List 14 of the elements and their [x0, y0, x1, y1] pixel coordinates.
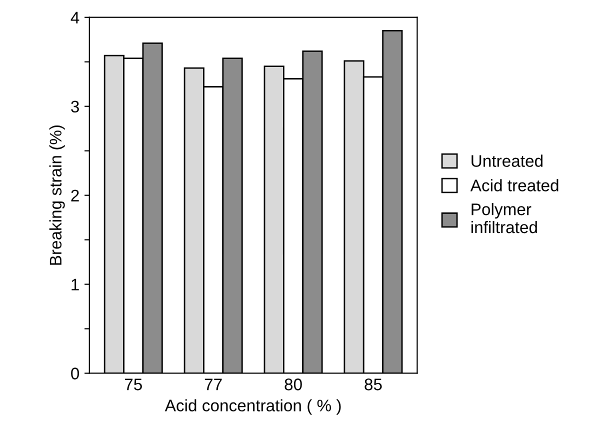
legend-label: Polymer infiltrated	[471, 203, 537, 234]
y-tick-label: 3	[71, 100, 79, 113]
legend-label: Untreated	[472, 154, 542, 167]
y-tick-label: 0	[71, 368, 80, 380]
x-axis-title: Acid concentration ( % )	[164, 399, 341, 415]
x-tick-label: 75	[124, 378, 142, 390]
x-tick-label: 80	[284, 378, 302, 390]
y-axis-title: Breaking strain (%)	[49, 125, 65, 265]
legend-label: Acid treated	[470, 179, 558, 192]
y-tick-label: 2	[71, 190, 79, 202]
x-tick-label: 85	[364, 378, 382, 390]
y-tick-label: 4	[70, 12, 80, 24]
x-tick-label: 77	[204, 378, 222, 390]
y-tick-label: 1	[72, 278, 79, 290]
